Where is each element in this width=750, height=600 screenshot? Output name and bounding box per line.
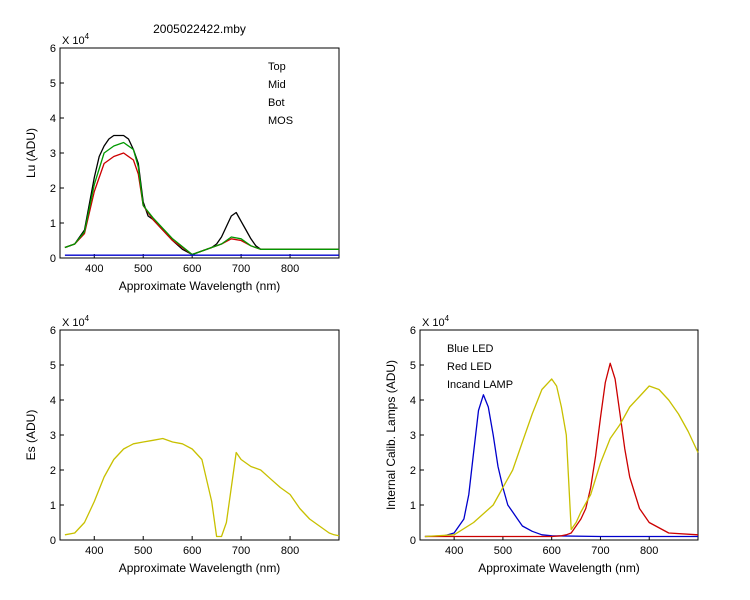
x-tick-label: 400 [445,545,463,557]
x-tick-label: 400 [85,263,103,275]
legend-entry: MOS [268,115,293,127]
y-tick-label: 3 [50,430,56,442]
x-tick-label: 600 [543,545,561,557]
x-axis-label: Approximate Wavelength (nm) [119,279,281,293]
x-tick-label: 600 [183,545,201,557]
x-tick-label: 800 [281,263,299,275]
series-line-blue-led [424,394,698,538]
x-tick-label: 700 [591,545,609,557]
y-tick-label: 2 [50,183,56,195]
legend-entry: Top [268,61,286,73]
y-multiplier-label: X 104 [62,314,90,329]
x-tick-label: 800 [281,545,299,557]
y-tick-label: 5 [410,360,416,372]
y-tick-label: 2 [410,465,416,477]
y-multiplier-exponent: 4 [85,314,90,323]
y-tick-label: 4 [50,395,56,407]
y-tick-label: 6 [50,325,56,337]
series-line-bot [64,141,339,256]
legend-entry: Blue LED [447,343,494,355]
series-line-1 [64,437,340,538]
y-tick-label: 0 [410,535,416,547]
plot-frame [59,329,340,541]
y-tick-label: 5 [50,78,56,90]
series-line-top [64,134,339,256]
y-axis-label: Lu (ADU) [24,128,38,178]
y-multiplier-base: X 10 [62,35,85,47]
y-multiplier-label: X 104 [422,314,450,329]
x-tick-label: 800 [640,545,658,557]
legend-entry: Mid [268,79,286,91]
x-tick-label: 700 [232,263,250,275]
y-axis-label: Es (ADU) [24,410,38,461]
y-multiplier-base: X 10 [62,317,85,329]
y-tick-label: 0 [50,535,56,547]
legend-entry: Bot [268,97,285,109]
x-tick-label: 400 [85,545,103,557]
y-tick-label: 6 [50,43,56,55]
x-axis-label: Approximate Wavelength (nm) [478,561,640,575]
x-tick-label: 500 [494,545,512,557]
plot-frame [59,47,340,259]
y-tick-label: 2 [50,465,56,477]
y-tick-label: 0 [50,253,56,265]
y-tick-label: 4 [410,395,416,407]
y-tick-label: 1 [50,500,56,512]
y-multiplier-exponent: 4 [85,32,90,41]
legend-entry: Incand LAMP [447,379,513,391]
series-line-incand-lamp [424,378,699,538]
x-tick-label: 700 [232,545,250,557]
y-tick-label: 3 [50,148,56,160]
y-multiplier-label: X 104 [62,32,90,47]
y-tick-label: 5 [50,360,56,372]
y-multiplier-exponent: 4 [445,314,450,323]
y-tick-label: 1 [410,500,416,512]
series-line-red-led [424,362,699,538]
x-axis-label: Approximate Wavelength (nm) [119,561,281,575]
y-tick-label: 3 [410,430,416,442]
x-tick-label: 500 [134,545,152,557]
y-tick-label: 6 [410,325,416,337]
x-tick-label: 500 [134,263,152,275]
y-tick-label: 4 [50,113,56,125]
y-tick-label: 1 [50,218,56,230]
legend-entry: Red LED [447,361,492,373]
y-multiplier-base: X 10 [422,317,445,329]
y-axis-label: Internal Calib. Lamps (ADU) [384,360,398,510]
x-tick-label: 600 [183,263,201,275]
series-line-mid [64,152,339,256]
chart-title: 2005022422.mby [153,22,246,36]
